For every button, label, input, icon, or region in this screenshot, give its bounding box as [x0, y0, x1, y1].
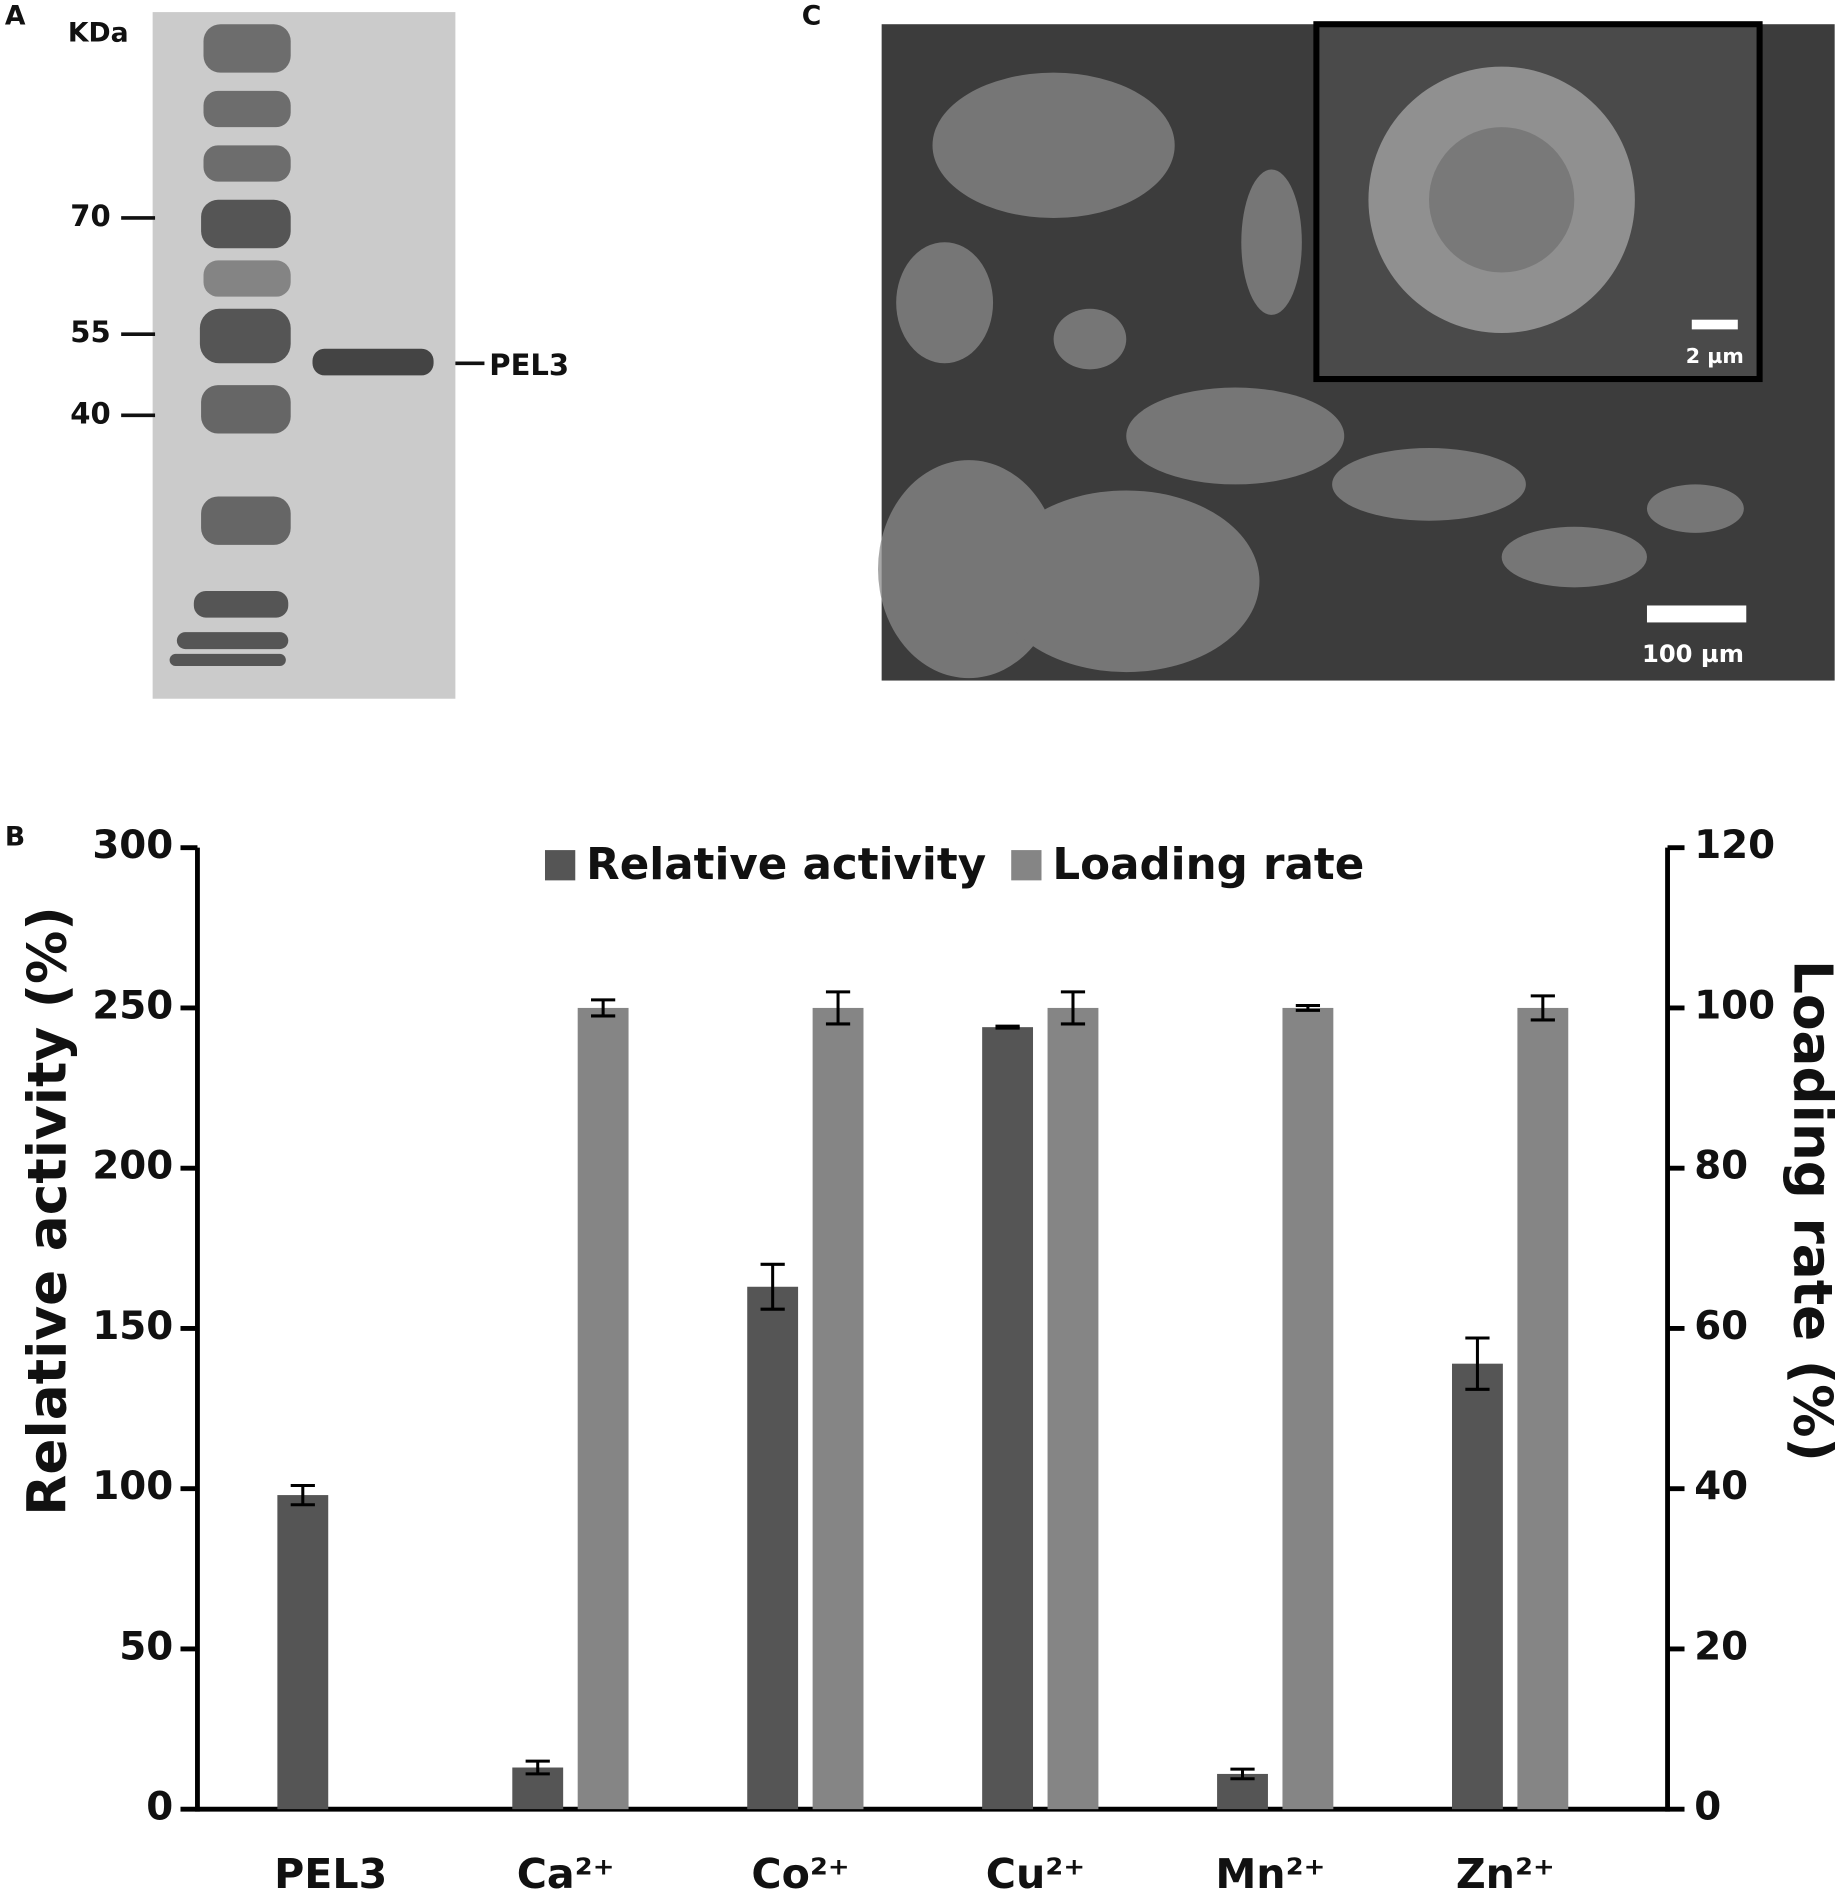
x-tick-label: Ca²⁺ [517, 1850, 615, 1898]
y2-tick-label: 40 [1694, 1464, 1748, 1509]
bar [277, 1495, 329, 1810]
y2-tick-label: 20 [1694, 1624, 1748, 1669]
flower-core [1428, 127, 1575, 273]
x-tick-label: Cu²⁺ [986, 1850, 1085, 1898]
y-tick-label: 0 [146, 1785, 173, 1830]
band-label: PEL3 [489, 348, 569, 382]
y2-tick-label: 60 [1694, 1304, 1748, 1349]
y-tick-label: 100 [92, 1464, 173, 1509]
unit-label: KDa [68, 17, 129, 48]
bar [1452, 1363, 1503, 1810]
y-tick-label: 150 [92, 1304, 173, 1349]
x-tick-label: Zn²⁺ [1456, 1850, 1555, 1898]
panel-label: B [5, 821, 25, 852]
bar [982, 1027, 1034, 1810]
y2-tick-label: 0 [1694, 1785, 1721, 1830]
legend-label: Relative activity [586, 840, 986, 890]
scale-bar [1691, 319, 1738, 330]
bar [1282, 1007, 1334, 1810]
y2-tick-label: 80 [1694, 1144, 1748, 1189]
legend-label: Loading rate [1052, 840, 1364, 890]
panel-label: C [802, 0, 822, 31]
y-axis-title: Relative activity (%) [17, 906, 79, 1515]
pel3-band [312, 348, 434, 376]
legend-swatch [1011, 850, 1042, 881]
bar [577, 1007, 629, 1810]
x-tick-label: Co²⁺ [751, 1850, 849, 1898]
y-tick-label: 250 [92, 983, 173, 1028]
y2-tick-label: 120 [1694, 823, 1775, 868]
panel-label: A [5, 0, 26, 31]
y2-tick-label: 100 [1694, 983, 1775, 1028]
y-tick-label: 300 [92, 823, 173, 868]
marker-label: 70 [70, 199, 110, 233]
y2-axis-title: Loading rate (%) [1782, 960, 1842, 1462]
bar [747, 1286, 799, 1810]
scale-bar [1646, 605, 1747, 623]
x-tick-label: PEL3 [274, 1850, 387, 1898]
bar [812, 1007, 864, 1810]
bar [1517, 1007, 1569, 1810]
legend-swatch [544, 850, 576, 881]
y-tick-label: 50 [119, 1624, 173, 1669]
marker-label: 40 [70, 396, 110, 430]
y-tick-label: 200 [92, 1144, 173, 1189]
chart: B Relative activity (%) Loading rate (%)… [5, 821, 1842, 1898]
scale-label: 100 µm [1642, 640, 1744, 668]
marker-ticks [121, 216, 485, 418]
bar [1047, 1007, 1099, 1810]
x-tick-label: Mn²⁺ [1215, 1850, 1325, 1898]
ladder [169, 24, 291, 667]
marker-label: 55 [70, 315, 110, 349]
sem-particles [878, 72, 1744, 679]
scale-label: 2 µm [1686, 344, 1744, 368]
